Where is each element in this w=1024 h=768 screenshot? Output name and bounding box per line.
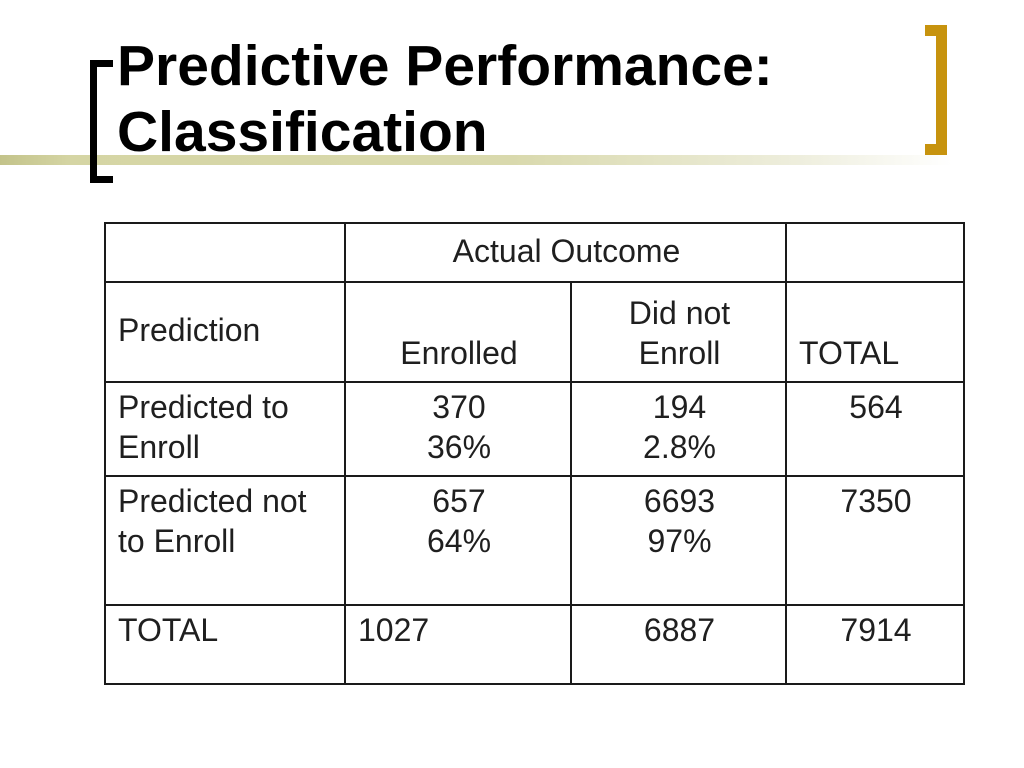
row-total-cell: 7914: [785, 604, 965, 685]
empty-total-top-cell: [785, 222, 965, 283]
row-total-cell: 564: [785, 381, 965, 477]
enrolled-value-cell: 370 36%: [344, 381, 572, 477]
total-column-header-cell: TOTAL: [785, 281, 965, 383]
row-total-cell: 7350: [785, 475, 965, 606]
prediction-header-cell: Prediction: [104, 281, 346, 383]
table-row-grand-total: TOTAL 1027 6887 7914: [104, 604, 965, 685]
slide-title-line-1: Predictive Performance:: [117, 34, 773, 98]
open-square-bracket-icon: [90, 60, 113, 183]
row-label-cell: TOTAL: [104, 604, 346, 685]
table-row-predicted-to-enroll: Predicted to Enroll 370 36% 194 2.8% 564: [104, 381, 965, 477]
table-row-predicted-not-to-enroll: Predicted not to Enroll 657 64% 6693 97%…: [104, 475, 965, 606]
table-row-column-headers: Prediction Enrolled Did not Enroll TOTAL: [104, 281, 965, 383]
row-label-cell: Predicted not to Enroll: [104, 475, 346, 606]
enrolled-column-header-cell: Enrolled: [344, 281, 572, 383]
classification-results-table: Actual Outcome Prediction Enrolled Did n…: [104, 222, 965, 685]
close-square-bracket-icon: [925, 25, 947, 155]
did-not-enroll-column-header-cell: Did not Enroll: [570, 281, 787, 383]
actual-outcome-header-cell: Actual Outcome: [344, 222, 787, 283]
slide-title-line-2: Classification: [117, 100, 488, 164]
enrolled-value-cell: 1027: [344, 604, 572, 685]
enrolled-value-cell: 657 64%: [344, 475, 572, 606]
row-label-cell: Predicted to Enroll: [104, 381, 346, 477]
empty-corner-cell: [104, 222, 346, 283]
did-not-enroll-value-cell: 194 2.8%: [570, 381, 787, 477]
did-not-enroll-value-cell: 6693 97%: [570, 475, 787, 606]
table-row-spanner: Actual Outcome: [104, 222, 965, 283]
accent-band-line: [0, 155, 1024, 165]
slide-title: Predictive Performance: Classification: [117, 33, 773, 165]
did-not-enroll-value-cell: 6887: [570, 604, 787, 685]
